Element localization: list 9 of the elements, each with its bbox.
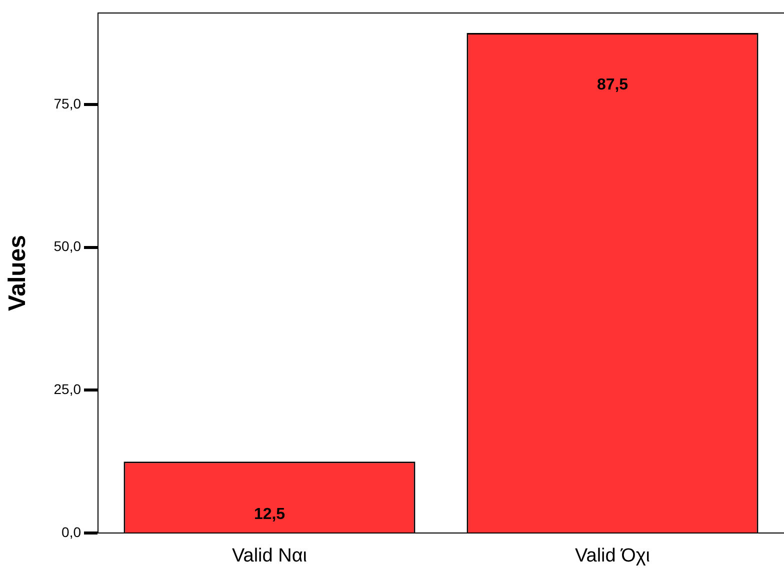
- y-tick-label: 25,0: [54, 381, 82, 397]
- y-tick-label: 0,0: [62, 524, 82, 540]
- data-label: 87,5: [596, 76, 628, 94]
- y-axis-title: Values: [4, 234, 32, 312]
- x-tick-label: Valid Ναι: [232, 546, 308, 567]
- y-tick-label: 75,0: [54, 95, 82, 112]
- x-tick-label: Valid Όχι: [574, 546, 650, 567]
- data-label: 12,5: [254, 506, 286, 523]
- y-tick-label: 50,0: [54, 238, 82, 254]
